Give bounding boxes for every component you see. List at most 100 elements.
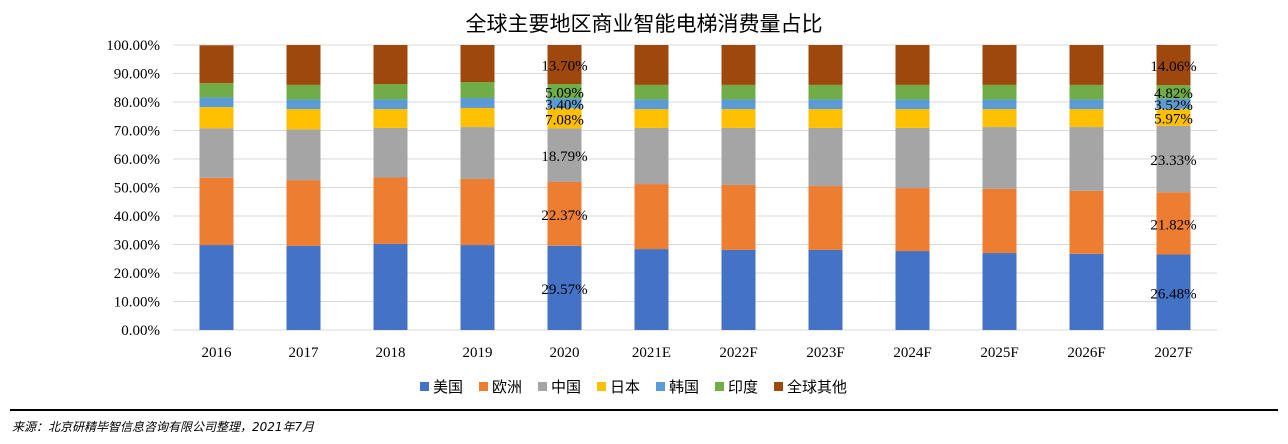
- data-label: 5.97%: [1154, 111, 1193, 127]
- y-tick-label: 30.00%: [114, 238, 160, 254]
- data-label: 29.57%: [541, 282, 587, 298]
- bar-segment: [634, 84, 669, 100]
- bar-segment: [547, 181, 582, 246]
- bar-segment: [634, 45, 669, 85]
- bar-segment: [460, 107, 495, 128]
- bar-segment: [808, 127, 843, 187]
- bar-segment: [895, 127, 930, 189]
- bar-segment: [547, 45, 582, 85]
- bar-segment: [1156, 125, 1191, 193]
- legend-label: 日本: [610, 378, 640, 396]
- bar-segment: [373, 177, 408, 244]
- bar-segment: [895, 251, 930, 330]
- data-label: 18.79%: [541, 149, 587, 165]
- legend-swatch: [715, 382, 724, 391]
- y-tick-label: 10.00%: [114, 295, 160, 311]
- bar-segment: [895, 99, 930, 110]
- bar-segment: [460, 127, 495, 179]
- legend-label: 印度: [728, 378, 758, 396]
- legend-label: 中国: [551, 378, 581, 396]
- y-tick-label: 70.00%: [114, 124, 160, 140]
- bar-segment: [1069, 253, 1104, 330]
- data-label: 3.40%: [545, 97, 584, 113]
- legend-label: 韩国: [669, 378, 699, 396]
- bar-segment: [547, 108, 582, 129]
- bar-segment: [199, 107, 234, 129]
- bar-segment: [808, 84, 843, 100]
- bar-segment: [634, 249, 669, 330]
- bar-segment: [373, 45, 408, 85]
- bar-segment: [286, 45, 321, 85]
- bar-segment: [1069, 84, 1104, 100]
- bar-segment: [1156, 98, 1191, 109]
- y-tick-label: 0.00%: [121, 323, 160, 339]
- bar-segment: [1156, 85, 1191, 99]
- legend-swatch: [479, 382, 488, 391]
- chart-title: 全球主要地区商业智能电梯消费量占比: [465, 12, 823, 36]
- bar-segment: [286, 84, 321, 100]
- bar-segment: [199, 97, 234, 108]
- y-tick-label: 60.00%: [114, 152, 160, 168]
- bar-segment: [721, 84, 756, 100]
- bar-segment: [286, 109, 321, 130]
- bar-segment: [634, 184, 669, 250]
- bar-segment: [721, 109, 756, 128]
- bar-segment: [373, 84, 408, 100]
- bar-segment: [721, 249, 756, 330]
- bar-segment: [460, 45, 495, 83]
- data-label: 22.37%: [541, 208, 587, 224]
- bar-segment: [1069, 45, 1104, 85]
- bar-segment: [547, 98, 582, 109]
- bar-segment: [1156, 108, 1191, 126]
- bar-segment: [895, 109, 930, 128]
- legend-label: 美国: [433, 378, 463, 396]
- data-label: 14.06%: [1150, 59, 1196, 75]
- bar-segment: [199, 83, 234, 98]
- bar-segment: [634, 127, 669, 185]
- bar-segment: [808, 186, 843, 250]
- x-tick-label: 2025F: [980, 345, 1018, 361]
- x-tick-label: 2026F: [1067, 345, 1105, 361]
- y-tick-label: 80.00%: [114, 95, 160, 111]
- bar-segment: [460, 245, 495, 330]
- bar-segment: [286, 245, 321, 330]
- bar-segment: [895, 188, 930, 252]
- bar-segment: [721, 99, 756, 110]
- bar-segment: [1156, 192, 1191, 255]
- x-tick-label: 2019: [463, 345, 493, 361]
- x-tick-label: 2024F: [893, 345, 931, 361]
- data-label: 26.48%: [1150, 286, 1196, 302]
- legend-swatch: [597, 382, 606, 391]
- x-tick-label: 2021E: [632, 345, 671, 361]
- bar-segment: [982, 45, 1017, 85]
- bar-segment: [199, 177, 234, 246]
- legend-swatch: [774, 382, 783, 391]
- bar-segment: [547, 245, 582, 330]
- bar-segment: [286, 180, 321, 246]
- bar-segment: [895, 45, 930, 85]
- bar-segment: [808, 249, 843, 330]
- data-label: 13.70%: [541, 59, 587, 75]
- x-tick-label: 2016: [202, 345, 233, 361]
- bar-segment: [1156, 45, 1191, 86]
- bar-segment: [460, 178, 495, 246]
- bar-segment: [460, 82, 495, 99]
- bar-segment: [199, 245, 234, 330]
- divider: [10, 409, 1278, 411]
- bar-segment: [721, 184, 756, 250]
- data-label: 4.82%: [1154, 86, 1193, 102]
- data-label: 7.08%: [545, 112, 584, 128]
- bar-segment: [808, 45, 843, 85]
- bar-segment: [286, 99, 321, 110]
- bar-segment: [373, 243, 408, 330]
- bar-segment: [982, 99, 1017, 110]
- bar-segment: [1069, 190, 1104, 254]
- y-tick-label: 40.00%: [114, 209, 160, 225]
- bar-segment: [982, 127, 1017, 189]
- data-label: 21.82%: [1150, 217, 1196, 233]
- data-label: 5.09%: [545, 85, 584, 101]
- bar-segment: [721, 45, 756, 85]
- bar-segment: [982, 109, 1017, 128]
- y-tick-label: 100.00%: [106, 38, 160, 54]
- legend-swatch: [420, 382, 429, 391]
